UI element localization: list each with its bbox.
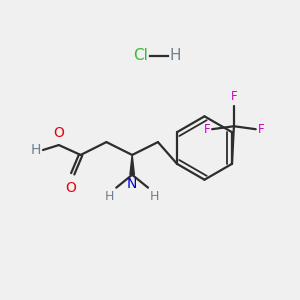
Text: H: H xyxy=(170,48,181,63)
Text: Cl: Cl xyxy=(133,48,148,63)
Text: F: F xyxy=(203,123,210,136)
Text: O: O xyxy=(53,126,64,140)
Text: F: F xyxy=(258,123,264,136)
Polygon shape xyxy=(130,155,134,175)
Text: H: H xyxy=(105,190,114,202)
Text: O: O xyxy=(65,181,76,195)
Text: F: F xyxy=(231,90,237,104)
Text: H: H xyxy=(31,143,41,157)
Text: N: N xyxy=(127,177,137,191)
Text: H: H xyxy=(150,190,159,202)
